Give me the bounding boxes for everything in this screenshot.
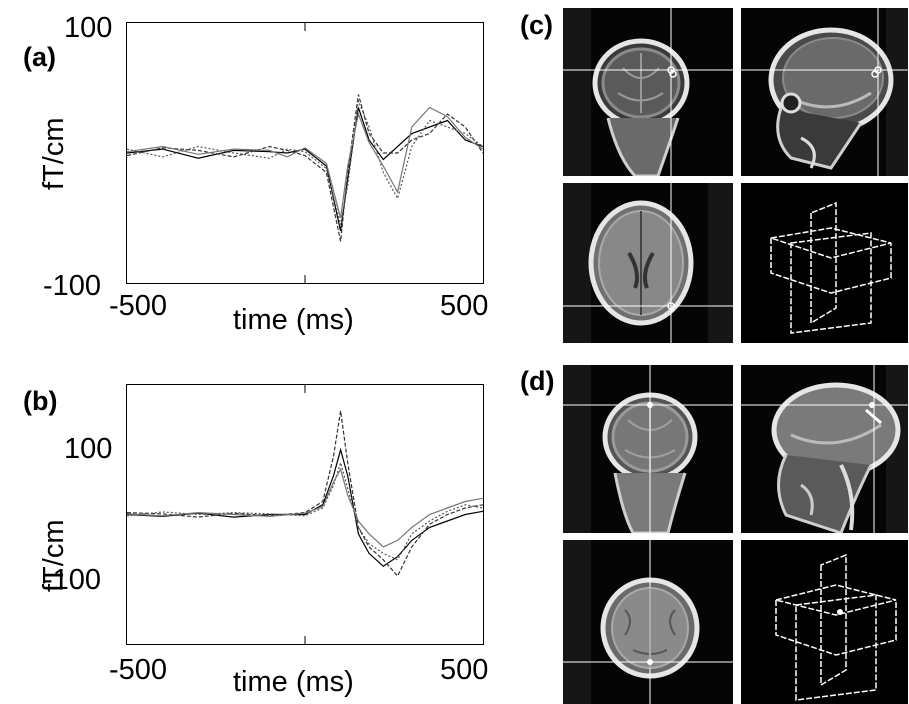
series-line-a-4 <box>127 106 483 219</box>
series-line-a-1 <box>127 107 483 232</box>
panel-label-a: (a) <box>23 42 56 72</box>
xlabel-a: time (ms) <box>233 304 354 336</box>
ytick-a-max: 100 <box>64 12 113 44</box>
series-line-b-2 <box>127 410 483 578</box>
panel-label-c: (c) <box>520 10 553 40</box>
mri-axial-d <box>563 540 733 704</box>
xtick-b-max: 500 <box>440 654 489 686</box>
xtick-a-min: -500 <box>109 290 168 322</box>
mri-sagittal-c <box>741 8 908 176</box>
panel-label-d: (d) <box>520 366 555 396</box>
ytick-b-max: 100 <box>64 433 113 465</box>
ytick-a-min: -100 <box>43 270 102 302</box>
mri-coronal-c <box>563 8 733 176</box>
series-line-b-4 <box>127 467 483 548</box>
xlabel-b: time (ms) <box>233 666 354 698</box>
mri-3d-view-d <box>741 540 908 704</box>
mri-3d-view-c <box>741 183 908 343</box>
series-line-a-3 <box>127 98 483 225</box>
ylabel-b: fT/cm <box>38 519 70 593</box>
mri-sagittal-d <box>741 365 908 533</box>
ytick-b-min: -100 <box>43 564 102 596</box>
xtick-a-max: 500 <box>440 290 489 322</box>
plot-area-a <box>126 22 484 284</box>
line-plot-b <box>127 385 483 644</box>
series-line-a-2 <box>127 94 483 242</box>
mri-coronal-d <box>563 365 733 533</box>
line-plot-a <box>127 23 483 283</box>
ylabel-a: fT/cm <box>38 117 70 191</box>
panel-label-b: (b) <box>23 386 58 416</box>
series-line-b-3 <box>127 460 483 561</box>
xtick-b-min: -500 <box>109 654 168 686</box>
mri-axial-c <box>563 183 733 343</box>
plot-area-b <box>126 384 484 645</box>
series-line-b-1 <box>127 447 483 568</box>
